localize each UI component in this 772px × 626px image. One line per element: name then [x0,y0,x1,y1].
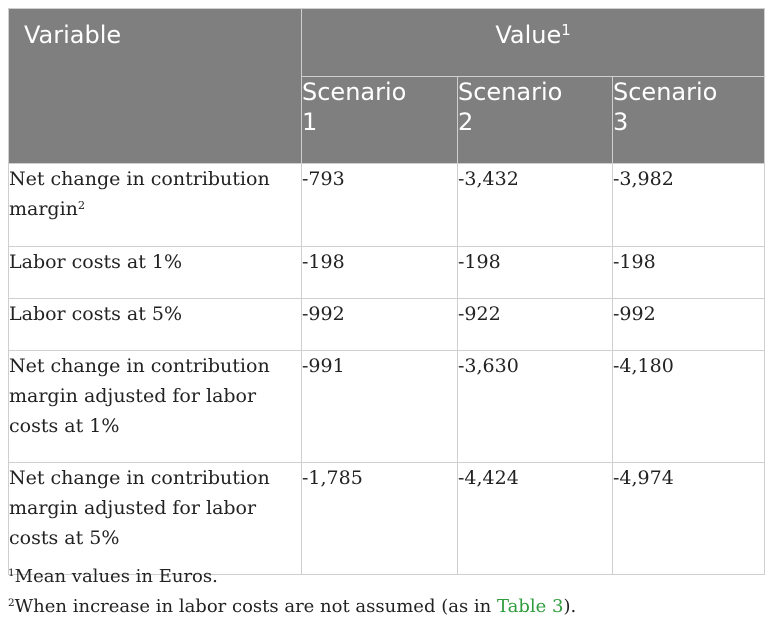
scenario-header-label: Scenario [613,78,718,106]
table-row: Net change in contribution margin adjuste… [8,350,766,463]
value-cell-scenario-2: -3,630 [457,350,613,463]
table-row: Net change in contribution margin adjuste… [8,462,766,575]
footnote-2-text: When increase in labor costs are not ass… [14,596,497,617]
value-cell-scenario-1: -198 [301,246,458,299]
footnote-2-text-end: ). [563,596,577,617]
variable-header-label: Variable [24,21,122,49]
data-table: Variable Value1 Scenario 1 Scenario 2 Scen… [8,8,766,575]
value-cell-scenario-2: -4,424 [457,462,613,575]
value-cell-scenario-3: -4,974 [611,462,766,575]
variable-cell: Labor costs at 5% [8,298,302,351]
scenario-header-number: 1 [302,108,318,136]
value-cell-scenario-1: -992 [301,298,458,351]
footnote-2: 2When increase in labor costs are not as… [8,596,576,617]
value-cell-scenario-1: -793 [301,163,458,247]
footnote-1-marker: 1 [8,566,15,579]
header-row-top: Variable Value1 [8,8,766,164]
variable-line: costs at 5% [9,527,120,549]
scenario-header-2: Scenario 2 [457,76,613,164]
table-row: Labor costs at 1% -198 -198 -198 [8,246,766,299]
variable-column-header: Variable [8,8,302,164]
scenario-header-number: 3 [613,108,629,136]
variable-line: costs at 1% [9,415,120,437]
value-cell-scenario-2: -3,432 [457,163,613,247]
scenario-header-label: Scenario [302,78,407,106]
variable-cell: Net change in contribution margin adjuste… [8,462,302,575]
variable-line: Net change in contribution [9,168,270,190]
value-cell-scenario-3: -3,982 [611,163,766,247]
footnote-marker: 2 [77,198,86,213]
value-cell-scenario-2: -922 [457,298,613,351]
footnote-1: 1Mean values in Euros. [8,566,218,587]
footnote-1-text: Mean values in Euros. [14,566,218,587]
scenario-header-3: Scenario 3 [611,76,766,164]
variable-cell: Net change in contribution margin adjuste… [8,350,302,463]
scenario-header-1: Scenario 1 [301,76,458,164]
variable-line: Net change in contribution [9,467,270,489]
variable-line: Labor costs at 1% [9,251,183,273]
variable-cell: Labor costs at 1% [8,246,302,299]
value-cell-scenario-1: -991 [301,350,458,463]
value-cell-scenario-2: -198 [457,246,613,299]
value-cell-scenario-3: -4,180 [611,350,766,463]
value-cell-scenario-3: -992 [611,298,766,351]
variable-line: Labor costs at 5% [9,303,183,325]
header-row-scenarios: Scenario 1 Scenario 2 Scenario 3 [9,76,766,164]
value-footnote-marker: 1 [561,20,571,39]
scenario-header-label: Scenario [458,78,563,106]
value-column-header: Value1 [300,8,766,77]
variable-line: margin [9,198,78,220]
variable-cell: Net change in contribution margin2 [8,163,302,247]
scenario-header-number: 2 [458,108,474,136]
variable-line: margin adjusted for labor [9,385,257,407]
variable-line: margin adjusted for labor [9,497,257,519]
table-body: Net change in contribution margin2 -793 -3,… [8,163,766,575]
footnote-2-marker: 2 [8,596,15,609]
table-3-link[interactable]: Table 3 [496,596,564,617]
variable-line: Net change in contribution [9,355,270,377]
table-row: Labor costs at 5% -992 -922 -992 [8,298,766,351]
value-cell-scenario-1: -1,785 [301,462,458,575]
value-header-label: Value [495,21,562,49]
value-cell-scenario-3: -198 [611,246,766,299]
table-row: Net change in contribution margin2 -793 -3,… [8,163,766,247]
